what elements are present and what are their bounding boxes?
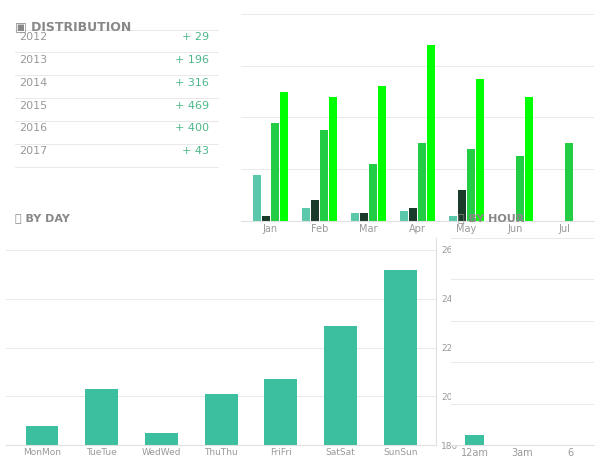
- Bar: [525, 97, 533, 221]
- Bar: [458, 190, 466, 221]
- Bar: [265, 379, 297, 459]
- Bar: [145, 433, 178, 459]
- Bar: [378, 86, 386, 221]
- Bar: [409, 208, 417, 221]
- Bar: [360, 213, 368, 221]
- Bar: [427, 45, 434, 221]
- Text: 2017: 2017: [19, 146, 47, 156]
- Bar: [311, 201, 319, 221]
- Text: 2013: 2013: [19, 55, 47, 65]
- Bar: [400, 211, 408, 221]
- Text: 2014: 2014: [19, 78, 47, 88]
- Bar: [384, 269, 416, 459]
- Text: + 196: + 196: [175, 55, 209, 65]
- Bar: [369, 164, 377, 221]
- Bar: [324, 325, 357, 459]
- Text: 2015: 2015: [19, 101, 47, 111]
- Text: + 29: + 29: [182, 32, 209, 42]
- Bar: [476, 78, 484, 221]
- Bar: [418, 143, 426, 221]
- Bar: [280, 91, 287, 221]
- Bar: [205, 394, 238, 459]
- Bar: [271, 123, 279, 221]
- Text: + 43: + 43: [182, 146, 209, 156]
- Bar: [253, 174, 261, 221]
- Bar: [302, 208, 310, 221]
- Text: 📅 BY DAY: 📅 BY DAY: [14, 213, 70, 223]
- Text: 2016: 2016: [19, 123, 47, 134]
- Bar: [26, 425, 58, 459]
- Bar: [449, 216, 457, 221]
- Bar: [465, 435, 484, 445]
- Bar: [351, 213, 359, 221]
- Text: 2012: 2012: [19, 32, 47, 42]
- Bar: [467, 149, 475, 221]
- Bar: [85, 389, 118, 459]
- Bar: [262, 216, 270, 221]
- Bar: [565, 143, 573, 221]
- Text: ⏰ BY HOUR: ⏰ BY HOUR: [458, 213, 524, 223]
- Legend: 2012, 2013, 2014, 2015: 2012, 2013, 2014, 2015: [122, 257, 324, 274]
- Text: ▣ DISTRIBUTION: ▣ DISTRIBUTION: [15, 20, 131, 33]
- Text: + 316: + 316: [175, 78, 209, 88]
- Bar: [329, 97, 337, 221]
- Text: + 400: + 400: [175, 123, 209, 134]
- Bar: [320, 130, 328, 221]
- Text: + 469: + 469: [175, 101, 209, 111]
- Bar: [516, 157, 524, 221]
